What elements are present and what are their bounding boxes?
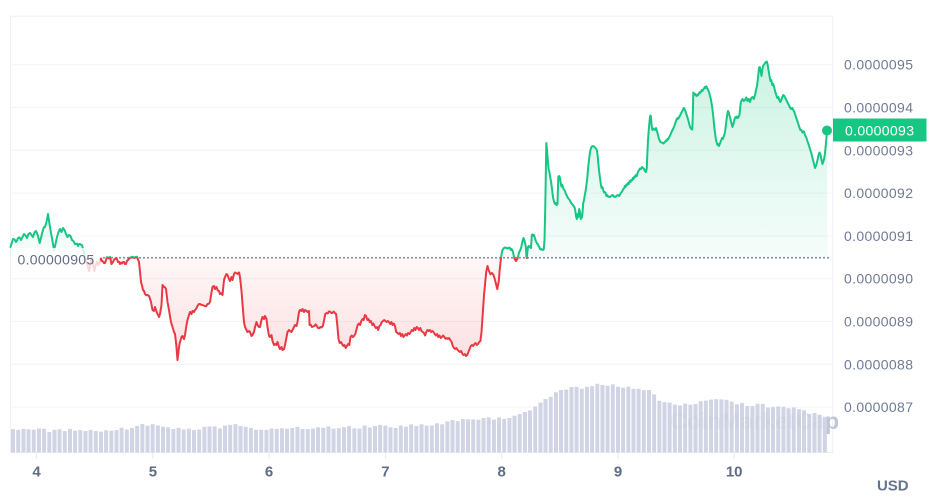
svg-text:6: 6 (265, 464, 273, 481)
svg-text:0.0000093: 0.0000093 (845, 122, 914, 138)
svg-text:0.0000090: 0.0000090 (844, 271, 913, 287)
svg-text:0.0000094: 0.0000094 (844, 100, 913, 116)
svg-text:8: 8 (498, 464, 506, 481)
svg-text:0.0000088: 0.0000088 (844, 356, 913, 372)
svg-text:4: 4 (32, 464, 41, 481)
svg-text:7: 7 (381, 464, 389, 481)
svg-text:USD: USD (877, 478, 909, 495)
svg-text:5: 5 (149, 464, 157, 481)
svg-text:0.0000091: 0.0000091 (844, 228, 913, 244)
svg-text:0.0000089: 0.0000089 (844, 314, 913, 330)
svg-text:0.0000092: 0.0000092 (844, 185, 913, 201)
svg-text:10: 10 (726, 464, 743, 481)
svg-text:0.0000093: 0.0000093 (844, 142, 913, 158)
svg-text:0.0000095: 0.0000095 (844, 57, 913, 73)
svg-text:0.00000905: 0.00000905 (18, 251, 95, 267)
svg-text:0.0000087: 0.0000087 (844, 399, 913, 415)
svg-text:9: 9 (614, 464, 622, 481)
